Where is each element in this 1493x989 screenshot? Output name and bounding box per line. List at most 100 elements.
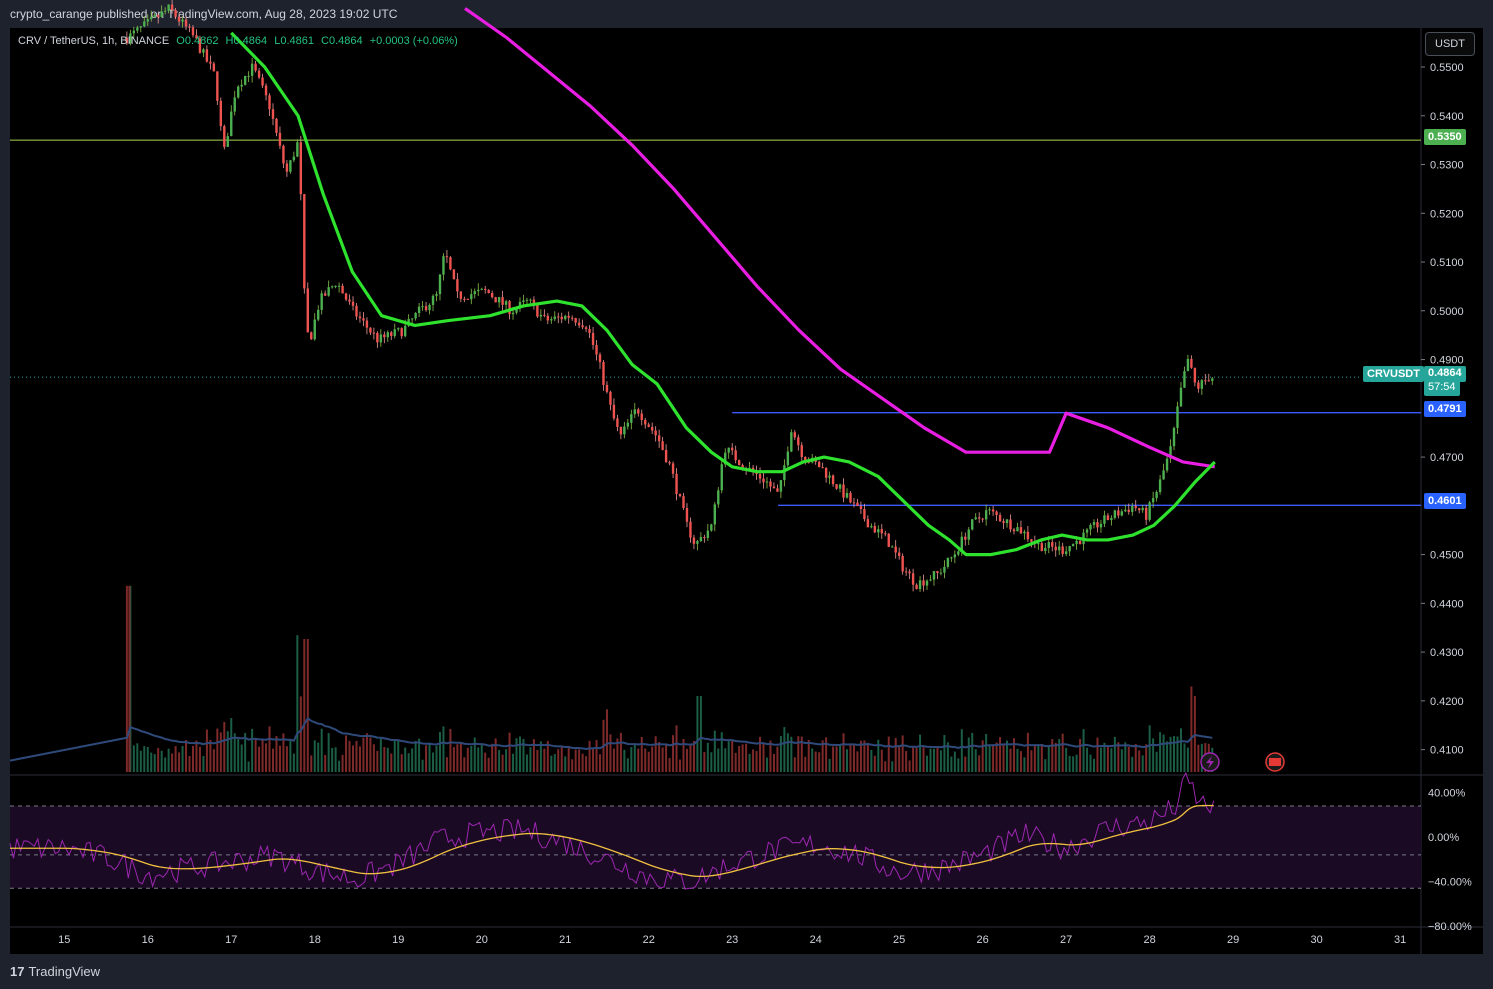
candle-body — [866, 519, 870, 528]
volume-bar — [745, 743, 748, 772]
volume-bar — [1120, 749, 1123, 772]
volume-bar — [1110, 748, 1113, 772]
volume-ma-line — [9, 716, 1213, 762]
osc-tick-label-0: 40.00% — [1428, 788, 1466, 800]
price-tick-label-6: 0.4900 — [1430, 355, 1464, 367]
volume-bar — [400, 754, 403, 772]
candle-body — [772, 486, 776, 489]
volume-bar — [1166, 741, 1169, 772]
volume-bar — [529, 747, 532, 772]
publisher-bar: crypto_carange published on TradingView.… — [0, 0, 1493, 28]
volume-bar — [637, 748, 640, 772]
candle-body — [762, 478, 765, 483]
volume-bar — [870, 749, 873, 772]
candle-body — [1092, 522, 1096, 525]
price-tick-label-1: 0.5400 — [1430, 111, 1464, 123]
candle-body — [1030, 539, 1033, 542]
volume-bar — [296, 635, 299, 772]
candle-body — [543, 314, 546, 316]
candle-body — [758, 474, 762, 479]
candle-body — [577, 322, 581, 326]
candle-body — [971, 519, 974, 530]
candle-body — [323, 293, 327, 296]
candle-body — [445, 256, 449, 258]
volume-bar — [814, 751, 817, 772]
volume-bar — [501, 754, 504, 772]
candle-body — [873, 526, 877, 533]
volume-bar — [672, 735, 675, 772]
candle-body — [428, 304, 431, 311]
volume-bar — [285, 746, 288, 772]
candle-body — [887, 533, 890, 547]
candle-body — [640, 413, 643, 420]
candle-body — [247, 75, 250, 77]
currency-button[interactable]: USDT — [1425, 32, 1475, 56]
volume-bar — [574, 749, 577, 772]
candle-body — [1068, 546, 1071, 552]
candle-body — [904, 571, 908, 573]
candle-body — [397, 328, 400, 330]
osc-tick-label-2: −40.00% — [1428, 877, 1472, 889]
candle-body — [619, 426, 623, 435]
candle-body — [1127, 509, 1130, 512]
candle-body — [337, 285, 341, 287]
candle-body — [341, 285, 344, 294]
candle-body — [817, 461, 821, 468]
volume-bar — [216, 728, 219, 772]
volume-bar — [1106, 746, 1109, 772]
candle-body — [797, 437, 800, 446]
candle-body — [365, 320, 369, 328]
tradingview-logo[interactable]: 17 TradingView — [10, 964, 100, 979]
volume-bar — [191, 745, 194, 772]
volume-bar — [1096, 737, 1099, 772]
volume-bar — [515, 738, 518, 772]
volume-bar — [592, 747, 595, 772]
volume-bar — [626, 758, 629, 772]
candle-body — [306, 288, 309, 333]
volume-bar — [1141, 755, 1144, 772]
candle-body — [202, 49, 205, 53]
candle-body — [560, 316, 563, 320]
candle-body — [730, 447, 734, 451]
candle-body — [1186, 358, 1190, 372]
volume-bar — [345, 735, 348, 772]
candle-body — [1176, 406, 1179, 428]
candle-body — [254, 63, 257, 71]
candle-body — [570, 317, 574, 319]
volume-bar — [772, 753, 775, 772]
candle-body — [393, 329, 396, 337]
volume-bar — [978, 755, 981, 772]
candle-body — [237, 86, 240, 98]
candle-body — [838, 484, 842, 489]
candle-body — [779, 480, 783, 492]
candle-body — [682, 496, 685, 508]
volume-bar — [908, 760, 911, 772]
candle-body — [637, 409, 640, 414]
candle-body — [657, 435, 661, 442]
candle-body — [504, 301, 508, 305]
volume-bar — [157, 747, 160, 772]
volume-bar — [352, 745, 355, 772]
volume-bar — [550, 755, 553, 772]
candle-body — [689, 521, 692, 538]
volume-bar — [1134, 744, 1137, 772]
volume-bar — [1016, 748, 1019, 772]
candle-body — [532, 299, 536, 305]
candle-body — [362, 318, 365, 321]
candle-body — [403, 325, 407, 337]
volume-bar — [905, 750, 908, 772]
volume-bar — [588, 740, 591, 772]
volume-bar — [585, 756, 588, 772]
volume-bar — [150, 752, 153, 772]
candle-body — [1058, 546, 1061, 551]
time-tick-label-6: 21 — [559, 934, 571, 946]
candle-body — [953, 554, 957, 558]
volume-bar — [706, 742, 709, 772]
candle-body — [598, 354, 602, 363]
volume-bar — [136, 743, 139, 772]
volume-bar — [689, 745, 692, 772]
chart-frame[interactable] — [10, 28, 1483, 954]
candle-body — [581, 325, 584, 328]
candle-body — [626, 422, 630, 427]
